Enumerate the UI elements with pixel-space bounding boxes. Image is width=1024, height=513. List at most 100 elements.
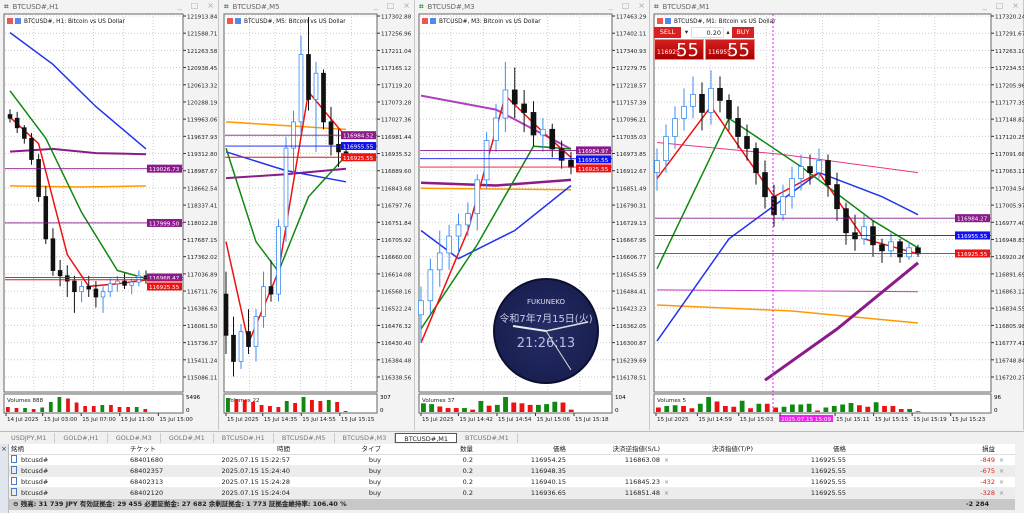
time-label-group: 15 Jul 03:00	[44, 417, 78, 423]
price-chart[interactable]: 117320.24 117291.67 117263.10 117234.53 1172…	[650, 0, 1024, 430]
volume-bar	[560, 402, 566, 412]
lot-input[interactable]: 0.20	[691, 27, 724, 38]
candle	[744, 136, 750, 149]
candle	[129, 281, 134, 286]
tab-btcusd-h1[interactable]: BTCUSD#,H1	[214, 433, 274, 443]
tab-btcusd-m5[interactable]: BTCUSD#,M5	[274, 433, 335, 443]
lot-decrease-button[interactable]: ▾	[682, 27, 691, 38]
candle	[843, 208, 849, 234]
remove-sl-icon[interactable]: ×	[663, 479, 669, 486]
table-row[interactable]: btcusd# 68402120 2025.07.15 15:24:04 buy 0.2…	[9, 488, 1015, 499]
window-titlebar[interactable]: ⌗ BTCUSD#,H1 _ □ ×	[0, 0, 218, 14]
maximize-icon[interactable]: □	[386, 1, 395, 10]
column-header[interactable]: 価格	[553, 445, 566, 453]
minimize-icon[interactable]: _	[982, 1, 987, 10]
price-tag	[147, 282, 182, 291]
candle	[238, 331, 244, 362]
close-icon[interactable]: ×	[1, 445, 7, 453]
time-label-group: 15 Jul 15:15	[875, 417, 909, 423]
candle	[753, 148, 759, 173]
candle	[681, 105, 687, 119]
candle	[762, 172, 768, 198]
column-header[interactable]: 時間	[277, 445, 290, 453]
column-header[interactable]: 数量	[460, 445, 473, 453]
price-tick-label: 116973.85	[616, 152, 647, 158]
chart-window-2[interactable]: ⌗ BTCUSD#,M5 _ □ × 117302.88 117256.96 117211.0…	[220, 0, 415, 430]
maximize-icon[interactable]: □	[995, 1, 1004, 10]
volume-bar	[689, 408, 695, 412]
close-icon[interactable]: ×	[207, 1, 214, 10]
volume-bar	[74, 402, 79, 412]
candle	[79, 285, 84, 293]
column-header[interactable]: 損益	[982, 445, 995, 453]
minimize-icon[interactable]: _	[373, 1, 378, 10]
close-position-icon[interactable]: ×	[998, 457, 1004, 464]
column-header[interactable]: 価格	[833, 445, 846, 453]
cell-symbol: btcusd#	[11, 466, 48, 477]
candle	[699, 93, 705, 113]
remove-sl-icon[interactable]: ×	[663, 490, 669, 497]
candle	[511, 89, 518, 105]
price-chart[interactable]: 121913.84 121588.71 121263.58 120938.45 1206…	[0, 0, 219, 430]
tab-gold-m1[interactable]: GOLD#,M1	[161, 433, 214, 443]
close-icon[interactable]: ×	[638, 1, 645, 10]
moving-average-line	[420, 187, 572, 191]
volume-bar	[697, 403, 703, 412]
tab-btcusd-m1[interactable]: BTCUSD#,M1	[395, 433, 458, 443]
price-chart[interactable]: 117302.88 117256.96 117211.04 117165.12 1171…	[220, 0, 415, 430]
minus-icon[interactable]: ⊖	[13, 500, 21, 508]
remove-sl-icon[interactable]: ×	[663, 457, 669, 464]
candle	[861, 226, 867, 240]
price-tick-label: 118987.67	[187, 169, 218, 175]
price-tick-label: 116977.40	[995, 221, 1024, 227]
close-position-icon[interactable]: ×	[998, 468, 1004, 475]
lot-increase-button[interactable]: ▴	[724, 27, 732, 38]
tab-gold-m3[interactable]: GOLD#,M3	[108, 433, 161, 443]
window-titlebar[interactable]: ⌗ BTCUSD#,M5 _ □ ×	[220, 0, 414, 14]
window-titlebar[interactable]: ⌗ BTCUSD#,M3 _ □ ×	[415, 0, 649, 14]
chart-window-4[interactable]: ⌗ BTCUSD#,M1 _ □ × 117320.24 117291.67 117263.1…	[650, 0, 1024, 430]
maximize-icon[interactable]: □	[190, 1, 199, 10]
table-row[interactable]: btcusd# 68401680 2025.07.15 15:22:57 buy 0.2…	[9, 455, 1015, 466]
time-label: 15 Jul 14:54	[498, 417, 532, 423]
close-icon[interactable]: ×	[1012, 1, 1019, 10]
buy-button[interactable]: BUY	[732, 27, 754, 38]
maximize-icon[interactable]: □	[621, 1, 630, 10]
buy-price-box[interactable]: 116955 55	[705, 39, 755, 61]
tab-usdjpy-m1[interactable]: USDJPY,M1	[3, 433, 56, 443]
price-tick-label: 117302.88	[381, 15, 412, 21]
tab-btcusd-m1[interactable]: BTCUSD#,M1	[457, 433, 518, 443]
close-position-icon[interactable]: ×	[998, 479, 1004, 486]
sell-price-box[interactable]: 116925 55	[654, 39, 704, 61]
tab-btcusd-m3[interactable]: BTCUSD#,M3	[335, 433, 396, 443]
clock-time: 21:26:13	[516, 336, 576, 351]
column-header[interactable]: 決済逆指値(S/L)	[612, 445, 660, 453]
clock-brand: FUKUNEKO	[526, 298, 566, 306]
column-header[interactable]: チケット	[130, 445, 156, 453]
table-row[interactable]: btcusd# 68402357 2025.07.15 15:24:40 buy 0.2…	[9, 466, 1015, 477]
price-tag-label: 116925.55	[343, 156, 374, 162]
crosshair-time-tag	[779, 415, 834, 422]
price-tick-label: 121263.58	[187, 49, 218, 55]
table-row[interactable]: btcusd# 68402313 2025.07.15 15:24:28 buy 0.2…	[9, 477, 1015, 488]
price-tick-label: 116751.84	[381, 221, 412, 227]
volume-bar	[259, 405, 264, 412]
price-tick-label: 121588.71	[187, 32, 218, 38]
candle	[100, 291, 106, 298]
close-icon[interactable]: ×	[403, 1, 410, 10]
price-tag	[576, 155, 611, 164]
close-position-icon[interactable]: ×	[998, 490, 1004, 497]
column-header[interactable]: タイプ	[361, 445, 382, 453]
chart-window-1[interactable]: ⌗ BTCUSD#,H1 _ □ × 121913.84 121588.71 121263.5…	[0, 0, 219, 430]
minimize-icon[interactable]: _	[608, 1, 613, 10]
tab-gold-h1[interactable]: GOLD#,H1	[55, 433, 108, 443]
minimize-icon[interactable]: _	[177, 1, 182, 10]
window-titlebar[interactable]: ⌗ BTCUSD#,M1 _ □ ×	[650, 0, 1023, 14]
column-header[interactable]: 銘柄	[11, 445, 24, 453]
volume-bar	[31, 409, 36, 412]
column-header[interactable]: 決済指値(T/P)	[711, 445, 753, 453]
toolbox-sidebar[interactable]: ×	[0, 444, 9, 513]
price-tick-label: 117036.89	[187, 272, 218, 278]
sell-button[interactable]: SELL	[654, 27, 681, 38]
volume-min-label: 0	[186, 408, 190, 414]
